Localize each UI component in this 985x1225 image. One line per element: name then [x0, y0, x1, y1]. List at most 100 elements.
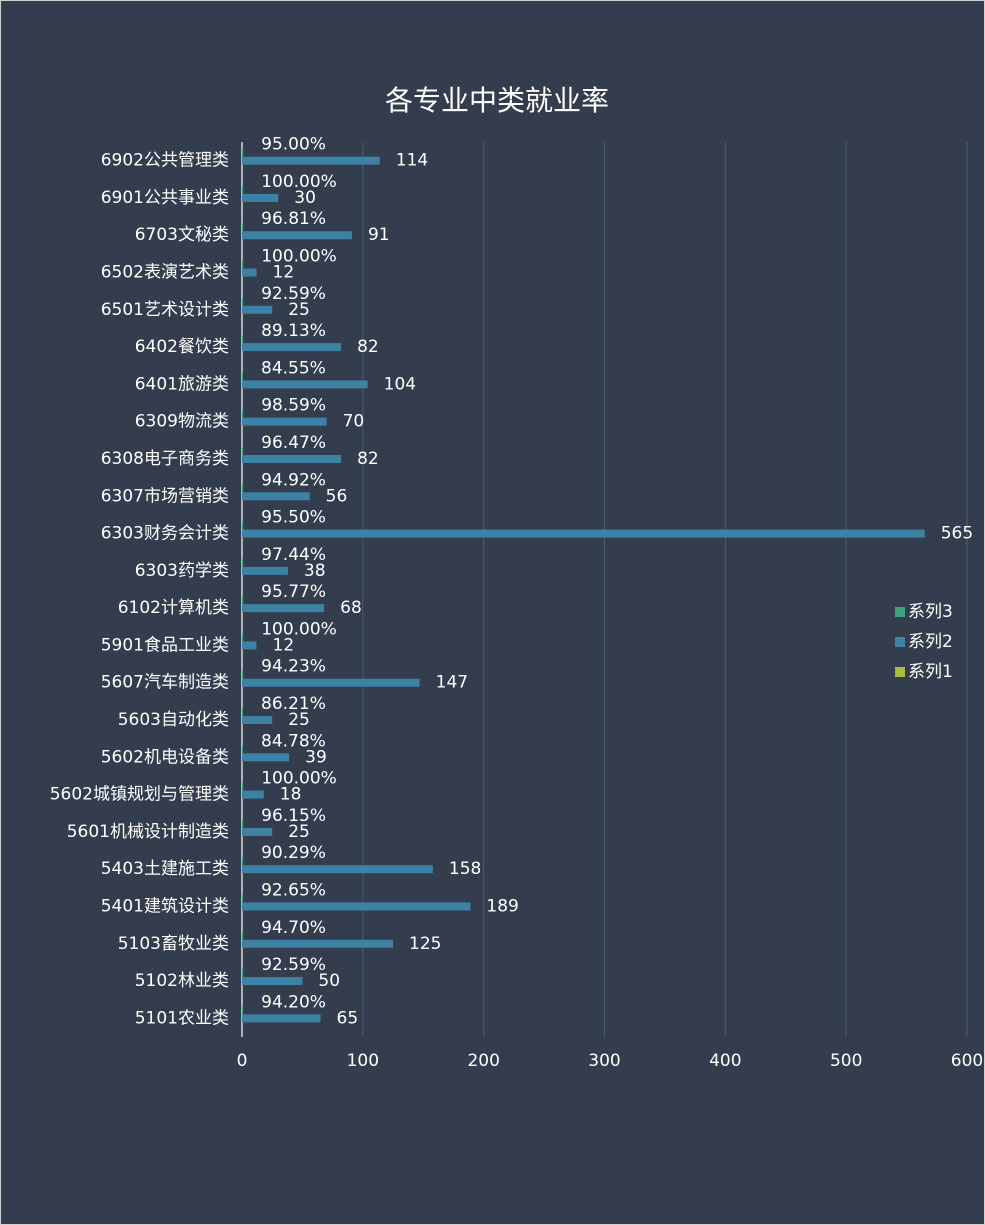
data-label: 25 [288, 822, 310, 842]
y-tick-label: 5403土建施工类 [101, 859, 229, 879]
bar [242, 343, 342, 352]
legend-label: 系列2 [908, 632, 953, 652]
y-tick-label: 6703文秘类 [135, 225, 229, 245]
bar [242, 678, 420, 687]
y-tick-label: 6308电子商务类 [101, 449, 229, 469]
data-label: 189 [486, 896, 518, 916]
bar [242, 305, 273, 314]
x-tick-label: 0 [237, 1051, 248, 1071]
data-label: 91 [368, 225, 390, 245]
bar [242, 558, 244, 567]
data-label: 95.50% [261, 508, 326, 528]
data-label: 95.77% [261, 582, 326, 602]
data-label: 18 [280, 785, 302, 805]
bar [242, 1014, 321, 1023]
bar [242, 641, 257, 650]
y-tick-label: 6102计算机类 [118, 598, 229, 618]
data-label: 98.59% [261, 396, 326, 416]
data-label: 82 [357, 449, 379, 469]
data-label: 50 [318, 971, 340, 991]
bar [242, 231, 352, 240]
bar [242, 931, 244, 940]
y-tick-label: 6303药学类 [135, 561, 229, 581]
bar [242, 857, 244, 866]
bar [242, 596, 244, 605]
data-label: 100.00% [261, 619, 337, 639]
bar [242, 417, 327, 426]
bar [242, 670, 244, 679]
bar [242, 902, 471, 911]
data-label: 104 [384, 374, 416, 394]
y-tick-label: 6307市场营销类 [101, 486, 229, 506]
y-tick-label: 6402餐饮类 [135, 337, 229, 357]
y-tick-label: 6401旅游类 [135, 374, 229, 394]
bar [242, 969, 244, 978]
data-label: 147 [436, 673, 468, 693]
bar [242, 745, 244, 754]
bar [242, 939, 394, 948]
bar [242, 297, 244, 306]
legend-label: 系列3 [908, 602, 953, 622]
data-label: 96.81% [261, 209, 326, 229]
x-tick-label: 500 [830, 1051, 862, 1071]
legend-label: 系列1 [908, 662, 953, 682]
data-label: 100.00% [261, 247, 337, 267]
bar [242, 409, 244, 418]
data-label: 95.00% [261, 135, 326, 155]
y-tick-label: 5103畜牧业类 [118, 934, 229, 954]
data-label: 96.47% [261, 433, 326, 453]
legend-swatch [895, 667, 905, 677]
bar [242, 819, 244, 828]
data-label: 12 [273, 263, 295, 283]
y-tick-label: 5601机械设计制造类 [67, 822, 229, 842]
bar [242, 977, 303, 986]
y-tick-label: 5901食品工业类 [101, 635, 229, 655]
bar [242, 148, 244, 157]
data-label: 125 [409, 934, 441, 954]
data-label: 84.55% [261, 358, 326, 378]
bar [242, 790, 264, 799]
bar [242, 372, 244, 381]
x-tick-label: 100 [347, 1051, 379, 1071]
chart-title: 各专业中类就业率 [385, 84, 609, 117]
data-label: 94.92% [261, 470, 326, 490]
data-label: 84.78% [261, 731, 326, 751]
legend-swatch [895, 637, 905, 647]
data-label: 25 [288, 300, 310, 320]
y-tick-label: 5102林业类 [135, 971, 229, 991]
data-label: 94.70% [261, 918, 326, 938]
y-tick-label: 6901公共事业类 [101, 188, 229, 208]
bar [242, 529, 925, 538]
bar [242, 827, 273, 836]
y-tick-label: 6501艺术设计类 [101, 300, 229, 320]
bar [242, 604, 325, 613]
bar [242, 193, 279, 202]
y-tick-label: 5603自动化类 [118, 710, 229, 730]
data-label: 82 [357, 337, 379, 357]
data-label: 100.00% [261, 172, 337, 192]
y-tick-label: 5607汽车制造类 [101, 673, 229, 693]
x-tick-label: 200 [467, 1051, 499, 1071]
bar [242, 894, 244, 903]
data-label: 38 [304, 561, 326, 581]
bar [242, 865, 433, 874]
bar [242, 156, 380, 165]
bar [242, 268, 257, 277]
data-label: 70 [343, 412, 365, 432]
data-label: 158 [449, 859, 481, 879]
y-tick-label: 6502表演艺术类 [101, 263, 229, 283]
bar [242, 454, 342, 463]
data-label: 94.20% [261, 992, 326, 1012]
data-label: 65 [337, 1008, 359, 1028]
x-tick-label: 300 [588, 1051, 620, 1071]
bar [242, 716, 273, 725]
data-label: 25 [288, 710, 310, 730]
data-label: 12 [273, 635, 295, 655]
data-label: 114 [396, 151, 428, 171]
data-label: 92.59% [261, 955, 326, 975]
y-tick-label: 6902公共管理类 [101, 151, 229, 171]
bar [242, 782, 244, 791]
data-label: 86.21% [261, 694, 326, 714]
data-label: 97.44% [261, 545, 326, 565]
